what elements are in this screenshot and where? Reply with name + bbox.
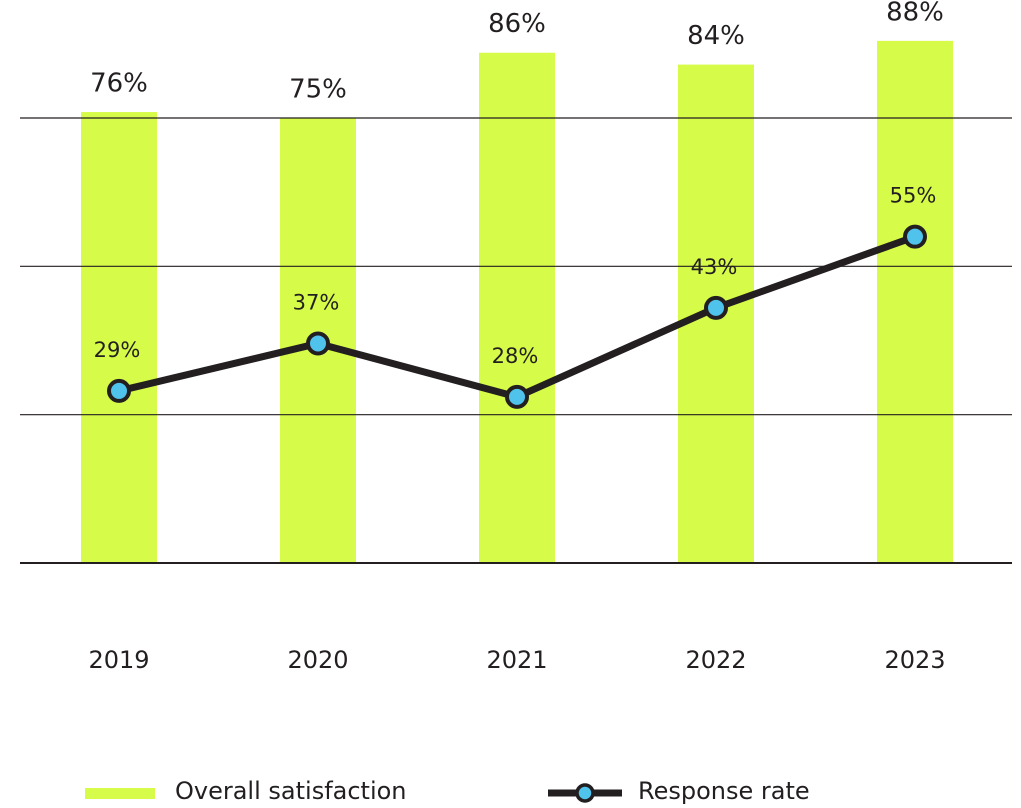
- line-marker: [903, 224, 927, 249]
- legend-marker: [575, 783, 595, 803]
- x-tick-label: 2019: [88, 646, 149, 674]
- x-tick-label: 2021: [486, 646, 547, 674]
- line-value-label: 29%: [94, 338, 141, 362]
- legend-label: Overall satisfaction: [175, 777, 407, 805]
- line-value-label: 28%: [492, 344, 539, 368]
- bar: [479, 52, 555, 563]
- x-tick-label: 2022: [685, 646, 746, 674]
- bar: [81, 112, 157, 564]
- x-tick-label: 2023: [884, 646, 945, 674]
- bar-value-label: 75%: [289, 75, 347, 105]
- bar-value-label: 76%: [90, 69, 148, 99]
- line-marker: [306, 331, 330, 356]
- x-tick-label: 2020: [287, 646, 348, 674]
- line-marker: [505, 384, 529, 409]
- bar: [877, 40, 953, 564]
- legend-label: Response rate: [638, 777, 810, 805]
- line-value-label: 43%: [691, 255, 738, 279]
- bar-value-label: 84%: [687, 21, 745, 51]
- bar-value-label: 86%: [488, 9, 546, 39]
- legend-swatch: [85, 788, 155, 799]
- line-marker: [107, 378, 131, 403]
- line-value-label: 55%: [890, 184, 937, 208]
- bar-value-label: 88%: [886, 0, 944, 27]
- line-value-label: 37%: [293, 290, 340, 314]
- line-marker: [704, 295, 728, 320]
